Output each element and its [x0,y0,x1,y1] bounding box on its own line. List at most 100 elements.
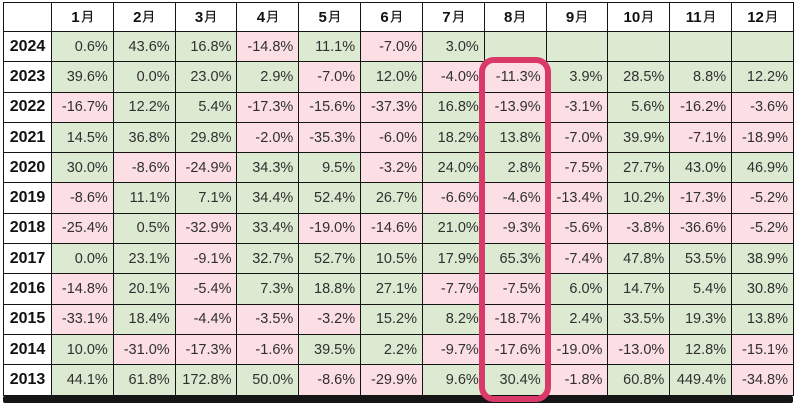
return-cell: 12.2% [112,91,176,123]
return-cell: 5.4% [669,273,733,305]
month-number: 8 [504,8,513,26]
month-number: 6 [380,8,389,26]
return-cell: 39.6% [51,61,114,93]
return-cell: 20.1% [112,273,176,305]
return-cell: -4.4% [174,303,238,335]
return-cell: 8.8% [669,61,733,93]
return-cell: 18.4% [112,303,176,335]
return-cell: 15.2% [360,303,423,335]
return-cell: 43.0% [669,152,733,184]
table-row: 2019 -8.6% 11.1% 7.1% 34.4% 52.4% 26.7% -6.6% -4… [3,182,794,214]
return-cell: 47.8% [607,243,671,275]
return-cell: 39.9% [607,121,671,154]
return-cell: 18.8% [298,273,362,305]
return-cell: 17.9% [421,243,485,275]
return-cell: 18.2% [421,121,485,154]
return-cell: 0.5% [112,212,176,245]
return-cell: -13.9% [483,91,547,123]
header-row: 1 2 3 4 5 6 7 8 9 10 11 12 [3,2,794,32]
year-label: 2022 [3,91,52,123]
month-number: 4 [256,8,266,26]
return-cell: 60.8% [607,364,671,396]
return-cell: 10.2% [607,182,671,214]
return-cell: -4.0% [421,61,485,93]
month-header: 8 [483,2,547,32]
return-cell: 50.0% [236,364,300,396]
return-cell: 26.7% [360,182,423,214]
month-header: 6 [360,2,423,32]
return-cell: 33.4% [236,212,300,245]
table-row: 2020 30.0% -8.6% -24.9% 34.3% 9.5% -3.2% 24.0% 2… [3,152,794,184]
return-cell: -9.3% [483,212,547,245]
kanji-month-glyph [328,10,339,23]
return-cell: 11.1% [112,182,176,214]
return-cell: -37.3% [360,91,423,123]
table-row: 2021 14.5% 36.8% 29.8% -2.0% -35.3% -6.0% 18.2%… [3,121,794,154]
return-cell: -14.8% [236,30,300,63]
month-header: 1 [51,2,114,32]
return-cell: 32.7% [236,243,300,275]
return-cell: 7.1% [174,182,238,214]
month-number: 12 [747,8,764,26]
return-cell: 27.1% [360,273,423,305]
table-row: 2018 -25.4% 0.5% -32.9% 33.4% -19.0% -14.6% 21.… [3,212,794,245]
return-cell: 172.8% [174,364,238,396]
return-cell: 10.0% [51,333,114,366]
table-row: 2022 -16.7% 12.2% 5.4% -17.3% -15.6% -37.3% 16.… [3,91,794,123]
month-header: 7 [421,2,485,32]
month-header: 4 [236,2,300,32]
return-cell: 61.8% [112,364,176,396]
return-cell: 46.9% [731,152,794,184]
year-label: 2019 [3,182,52,214]
return-cell: -9.1% [174,243,238,275]
return-cell: -18.9% [731,121,794,154]
return-cell: -3.1% [545,91,609,123]
table-row: 2014 10.0% -31.0% -17.3% -1.6% 39.5% 2.2% -9.7%… [3,333,794,366]
return-cell: -3.5% [236,303,300,335]
kanji-month-glyph [641,10,653,23]
return-cell: 33.5% [607,303,671,335]
year-label: 2021 [3,121,52,154]
return-cell [607,30,671,63]
return-cell: -3.2% [360,152,423,184]
return-cell: 10.5% [360,243,423,275]
return-cell: -32.9% [174,212,238,245]
month-header: 9 [545,2,609,32]
return-cell: -9.7% [421,333,485,366]
return-cell: -29.9% [360,364,423,396]
return-cell: 11.1% [298,30,362,63]
return-cell: 39.5% [298,333,362,366]
return-cell: 2.9% [236,61,300,93]
year-label: 2023 [3,61,52,93]
return-cell: -5.2% [731,212,794,245]
return-cell: 53.5% [669,243,733,275]
return-cell: -7.7% [421,273,485,305]
return-cell: 9.6% [421,364,485,396]
return-cell: -16.7% [51,91,114,123]
table-header: 1 2 3 4 5 6 7 8 9 10 11 12 [3,2,794,32]
month-header: 12 [731,2,794,32]
kanji-month-glyph [452,10,463,23]
return-cell: -13.0% [607,333,671,366]
return-cell: -8.6% [51,182,114,214]
kanji-month-glyph [142,10,154,23]
return-cell: 14.7% [607,273,671,305]
return-cell: -7.5% [545,152,609,184]
return-cell: 36.8% [112,121,176,154]
return-cell: -11.3% [483,61,547,93]
year-label: 2017 [3,243,52,275]
return-cell: -34.8% [731,364,794,396]
month-header: 11 [669,2,733,32]
return-cell: -15.1% [731,333,794,366]
return-cell: 44.1% [51,364,114,396]
return-cell: 3.9% [545,61,609,93]
return-cell: 34.3% [236,152,300,184]
return-cell: -17.6% [483,333,547,366]
return-cell: 12.2% [731,61,794,93]
month-number: 7 [442,8,451,26]
return-cell: 27.7% [607,152,671,184]
month-number: 5 [318,8,327,26]
year-label: 2016 [3,273,52,305]
return-cell: 30.8% [731,273,794,305]
return-cell: 2.8% [483,152,547,184]
